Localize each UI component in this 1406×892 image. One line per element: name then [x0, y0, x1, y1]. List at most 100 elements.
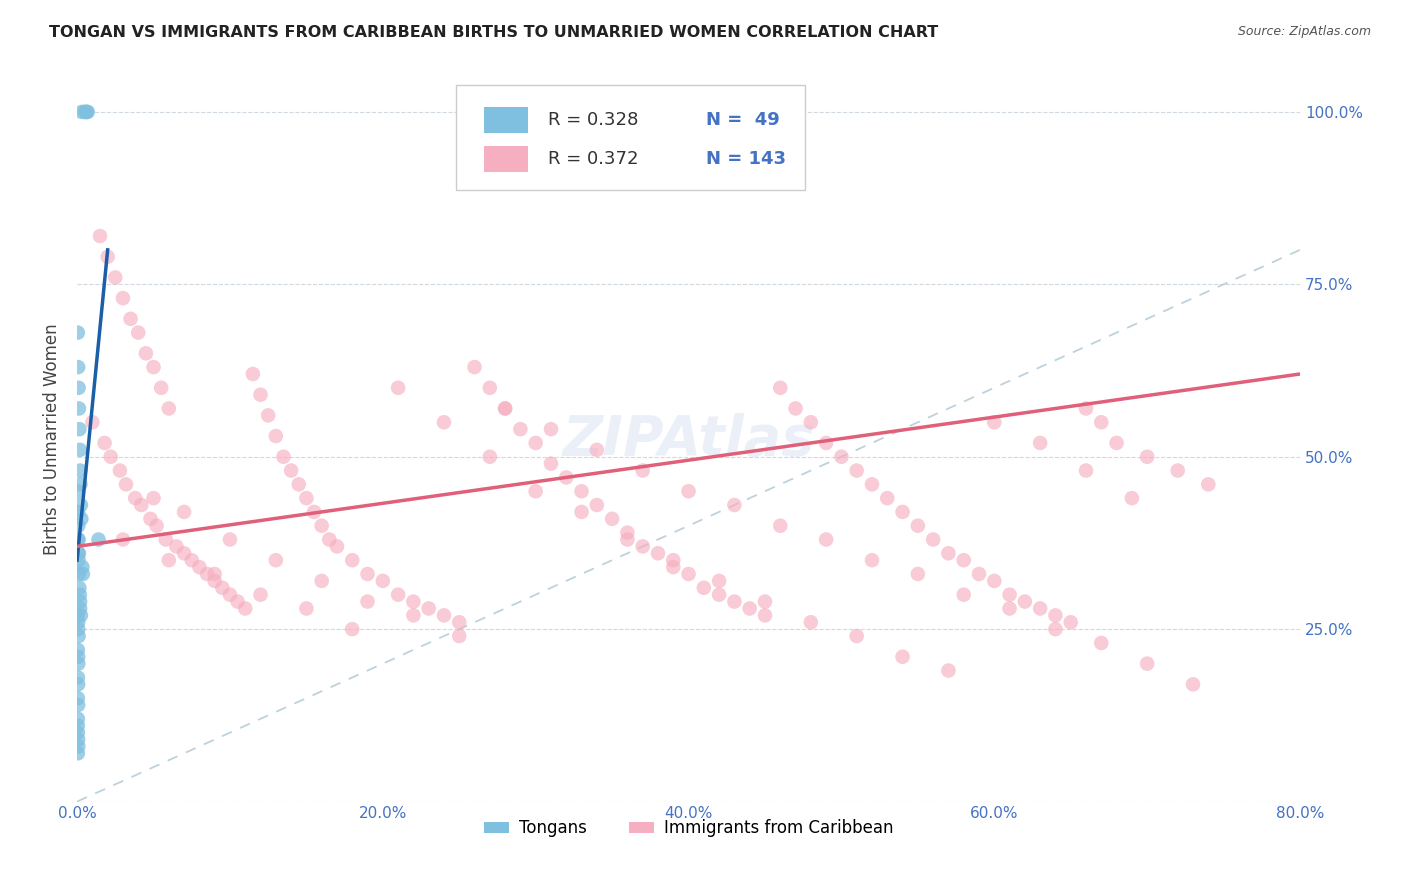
Point: [1074, 464, 1097, 478]
Point: [295, 491, 318, 505]
Point: [524, 484, 547, 499]
Point: [67, 505, 90, 519]
Point: [264, 429, 287, 443]
Point: [67, 615, 90, 630]
Point: [67, 739, 90, 754]
Text: TONGAN VS IMMIGRANTS FROM CARIBBEAN BIRTHS TO UNMARRIED WOMEN CORRELATION CHART: TONGAN VS IMMIGRANTS FROM CARIBBEAN BIRT…: [49, 25, 938, 40]
Point: [104, 270, 127, 285]
Text: N =  49: N = 49: [706, 111, 779, 128]
Point: [157, 553, 180, 567]
Point: [800, 415, 823, 429]
Point: [318, 533, 340, 547]
Point: [555, 470, 578, 484]
Point: [72, 566, 94, 581]
Point: [815, 533, 838, 547]
Point: [983, 415, 1005, 429]
Point: [1136, 657, 1159, 671]
Point: [616, 525, 638, 540]
Point: [157, 401, 180, 416]
Point: [754, 594, 776, 608]
Point: [509, 422, 531, 436]
Point: [860, 477, 883, 491]
Point: [769, 518, 792, 533]
Point: [67, 422, 90, 436]
Point: [75, 104, 97, 119]
Point: [211, 581, 233, 595]
Point: [135, 346, 157, 360]
Point: [70, 498, 93, 512]
Point: [67, 649, 90, 664]
Point: [891, 649, 914, 664]
Point: [69, 442, 91, 457]
Point: [938, 546, 960, 560]
Point: [585, 498, 607, 512]
Point: [67, 533, 90, 547]
Point: [264, 553, 287, 567]
Point: [219, 588, 242, 602]
Point: [1090, 415, 1112, 429]
Point: [67, 381, 90, 395]
Point: [204, 566, 226, 581]
Point: [67, 698, 90, 712]
Point: [87, 533, 110, 547]
Point: [1105, 436, 1128, 450]
Point: [938, 664, 960, 678]
Point: [139, 512, 162, 526]
Point: [142, 491, 165, 505]
Point: [76, 104, 98, 119]
Point: [127, 326, 149, 340]
Point: [66, 712, 89, 726]
Point: [70, 512, 93, 526]
Point: [1167, 464, 1189, 478]
Point: [540, 422, 562, 436]
Point: [67, 629, 90, 643]
Point: [66, 691, 89, 706]
Point: [418, 601, 440, 615]
Legend: Tongans, Immigrants from Caribbean: Tongans, Immigrants from Caribbean: [478, 813, 900, 844]
Point: [173, 546, 195, 560]
Point: [67, 622, 90, 636]
Point: [67, 553, 90, 567]
Point: [723, 498, 745, 512]
Point: [907, 518, 929, 533]
Point: [66, 326, 89, 340]
Point: [195, 566, 218, 581]
Point: [967, 566, 990, 581]
Point: [1136, 450, 1159, 464]
Point: [464, 360, 486, 375]
Point: [952, 588, 974, 602]
Point: [69, 594, 91, 608]
Point: [1197, 477, 1219, 491]
Point: [66, 484, 89, 499]
Point: [891, 505, 914, 519]
Point: [150, 381, 173, 395]
Point: [845, 464, 868, 478]
Point: [66, 725, 89, 739]
Point: [1060, 615, 1083, 630]
Point: [983, 574, 1005, 588]
Point: [70, 608, 93, 623]
Point: [830, 450, 852, 464]
Point: [524, 436, 547, 450]
Point: [540, 457, 562, 471]
Text: ZIPAtlas: ZIPAtlas: [562, 412, 814, 467]
Point: [97, 250, 120, 264]
Point: [67, 677, 90, 691]
Point: [571, 505, 593, 519]
Point: [1029, 436, 1052, 450]
Point: [280, 464, 302, 478]
Point: [155, 533, 177, 547]
Point: [402, 594, 425, 608]
Point: [693, 581, 716, 595]
Point: [449, 629, 471, 643]
Point: [815, 436, 838, 450]
Point: [800, 615, 823, 630]
Point: [494, 401, 516, 416]
Point: [998, 588, 1021, 602]
Point: [1045, 622, 1067, 636]
Point: [342, 622, 364, 636]
Point: [67, 518, 90, 533]
Point: [678, 484, 700, 499]
Point: [1074, 401, 1097, 416]
Point: [876, 491, 898, 505]
